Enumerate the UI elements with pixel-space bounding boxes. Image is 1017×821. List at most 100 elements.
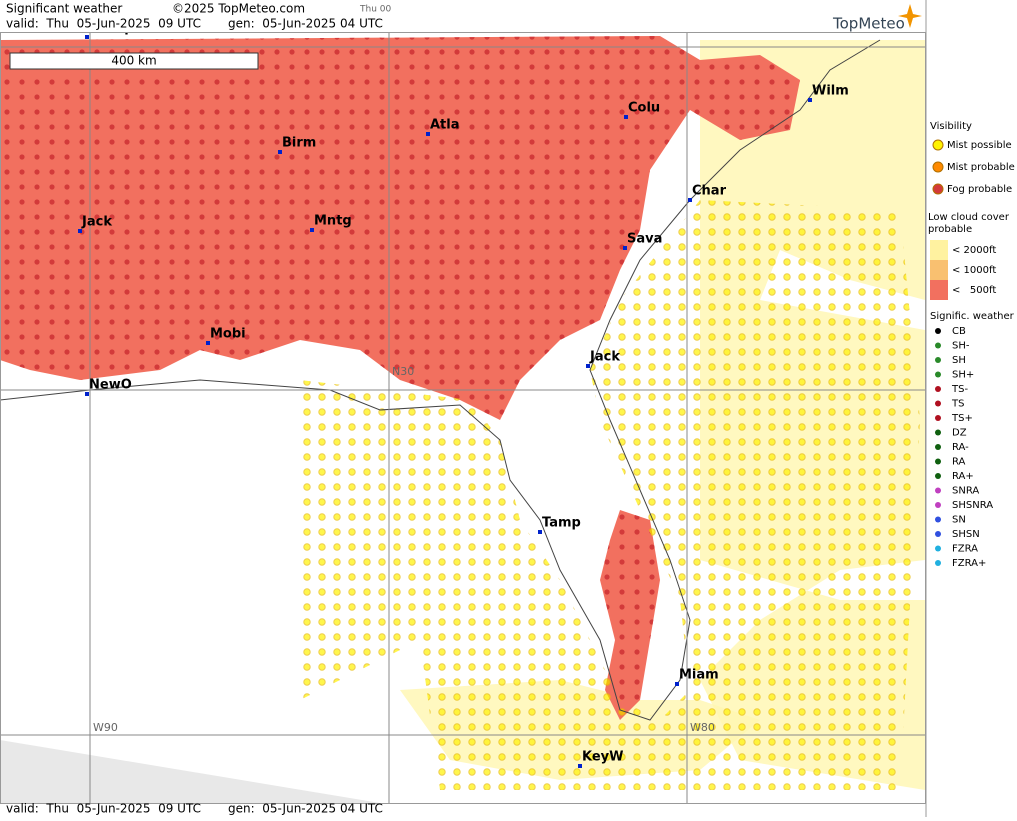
legend-item: SHSN: [952, 529, 980, 540]
legend-item: < 1000ft: [952, 265, 996, 276]
legend-title: Visibility: [930, 121, 972, 132]
city-marker: [278, 150, 282, 154]
map: W90 W80 N30 400 km Memp Birm Atla Colu Wilm C…: [0, 21, 925, 803]
copyright: ©2025 TopMeteo.com: [172, 2, 305, 16]
legend-item: FZRA+: [952, 558, 986, 569]
legend-symbol: [935, 357, 941, 363]
legend-symbol: [935, 545, 941, 552]
legend-symbol: [935, 400, 941, 407]
run: Thu 00: [359, 5, 391, 15]
legend-item: < 500ft: [952, 285, 996, 296]
city-marker: [78, 229, 82, 233]
legend-item: SHSNRA: [952, 500, 993, 511]
fog-dots: [0, 36, 800, 420]
city-marker: [675, 682, 679, 686]
grid-label: W90: [93, 721, 118, 734]
legend-item: Fog probable: [947, 184, 1012, 195]
footer-valid: valid: Thu 05-Jun-2025 09 UTC: [6, 802, 201, 816]
legend-item: TS: [951, 399, 964, 410]
legend-symbol: [935, 487, 941, 494]
legend-item: Mist possible: [947, 140, 1012, 151]
legend-item: SNRA: [952, 486, 979, 497]
legend-symbol: [930, 260, 948, 280]
graticule: [0, 32, 925, 803]
cities: Memp Birm Atla Colu Wilm Char Sava Mntg Jack Mobi…: [78, 21, 849, 768]
legend-symbol: [935, 531, 941, 537]
city-marker: [310, 228, 314, 232]
legend-item: RA+: [952, 471, 974, 482]
city-label: Miam: [679, 668, 719, 683]
city-marker: [85, 35, 89, 39]
city-marker: [85, 392, 89, 396]
legend: Visibility Low cloud cover probable Sign…: [928, 121, 1015, 569]
city-label: KeyW: [582, 750, 623, 765]
city-marker: [624, 115, 628, 119]
logo-star: [898, 4, 922, 28]
legend-symbol: [935, 473, 941, 479]
legend-symbol: [935, 328, 941, 334]
city-marker: [623, 246, 627, 250]
legend-symbol: [935, 371, 941, 378]
scale-bar: [9, 52, 259, 70]
legend-item: < 2000ft: [952, 245, 996, 256]
city-marker: [426, 132, 430, 136]
legend-symbol: [935, 386, 941, 392]
city-label: NewO: [89, 378, 132, 393]
legend-title-box: Low cloud cover probable: [928, 212, 1009, 235]
no-data: [0, 740, 380, 803]
legend-symbol: [935, 444, 941, 450]
valid: valid: Thu 05-Jun-2025 09 UTC: [6, 17, 201, 31]
city-label: Char: [692, 184, 727, 199]
legend-item: FZRA: [952, 544, 978, 555]
grid-label: N30: [392, 365, 414, 378]
city-marker: [688, 198, 692, 202]
legend-title: Low cloud cover probable: [928, 212, 1009, 235]
legend-item: SH: [952, 355, 966, 366]
legend-symbol: [935, 429, 941, 436]
legend-symbol: [935, 502, 941, 508]
legend-item: TS-: [951, 384, 968, 395]
logo: TopMeteo: [832, 15, 905, 33]
legend-item: SH-: [952, 341, 970, 352]
city-label: Sava: [627, 232, 662, 247]
mist-dots: [300, 200, 920, 790]
city-marker: [586, 364, 590, 368]
city-label: Tamp: [542, 516, 581, 531]
legend-symbol: [932, 139, 944, 151]
legend-item: SN: [952, 515, 966, 526]
city-marker: [538, 530, 542, 534]
city-label: Jack: [81, 215, 112, 230]
city-label: Mntg: [314, 214, 352, 229]
legend-symbol: [930, 240, 948, 260]
legend-symbol: [935, 415, 941, 421]
gen: gen: 05-Jun-2025 04 UTC: [228, 17, 383, 31]
legend-symbol: [932, 161, 944, 173]
legend-item: SH+: [952, 370, 974, 381]
legend-item: CB: [952, 326, 966, 337]
title: Significant weather: [6, 2, 122, 16]
legend-symbol: [935, 458, 941, 465]
grid-label: W80: [690, 721, 715, 734]
legend-symbol: [935, 560, 941, 566]
legend-symbol: [932, 183, 944, 195]
legend-symbol: [935, 516, 941, 523]
legend-item: RA-: [952, 442, 969, 453]
legend-symbol: [930, 280, 948, 300]
city-label: Atla: [430, 118, 460, 133]
footer-gen: gen: 05-Jun-2025 04 UTC: [228, 802, 383, 816]
city-label: Memp: [89, 21, 134, 36]
legend-item: Mist probable: [947, 162, 1015, 173]
city-marker: [206, 341, 210, 345]
city-label: Wilm: [812, 84, 849, 99]
legend-title: Signific. weather: [930, 311, 1015, 322]
scale-label: 400 km: [111, 54, 156, 68]
city-marker: [808, 98, 812, 102]
fog-dots: [600, 510, 660, 720]
legend-symbol: [935, 342, 941, 349]
legend-item: TS+: [951, 413, 973, 424]
legend-item: RA: [952, 457, 966, 468]
city-label: Colu: [628, 101, 660, 116]
city-label: Birm: [282, 136, 316, 151]
legend-item: DZ: [952, 428, 967, 439]
